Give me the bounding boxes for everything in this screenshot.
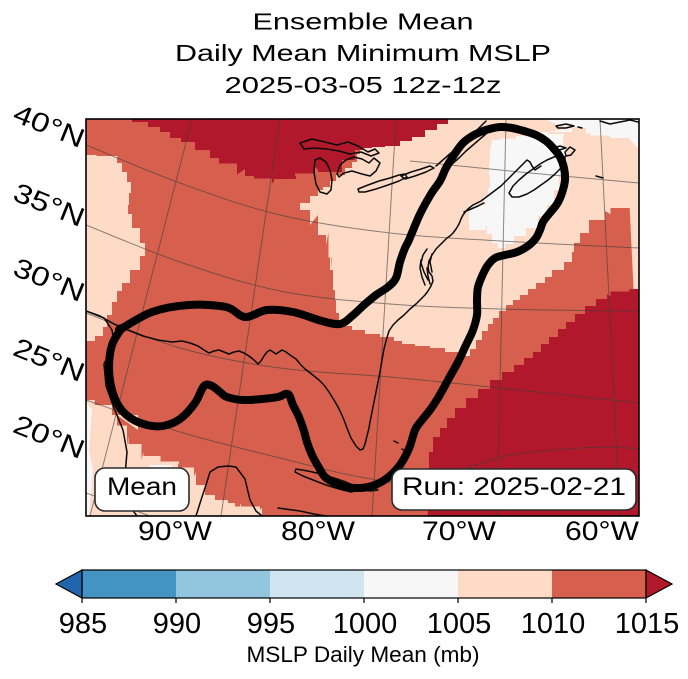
svg-text:1010: 1010: [521, 608, 586, 640]
svg-text:990: 990: [153, 608, 201, 640]
svg-text:995: 995: [247, 608, 295, 640]
svg-text:1005: 1005: [427, 608, 492, 640]
svg-text:1015: 1015: [615, 608, 680, 640]
svg-text:80°W: 80°W: [281, 516, 356, 546]
svg-text:Run: 2025-02-21: Run: 2025-02-21: [402, 473, 626, 501]
svg-text:2025-03-05 12z-12z: 2025-03-05 12z-12z: [225, 72, 502, 98]
svg-text:Ensemble Mean: Ensemble Mean: [253, 9, 474, 35]
svg-text:MSLP Daily Mean (mb): MSLP Daily Mean (mb): [247, 642, 480, 667]
svg-text:Daily Mean Minimum MSLP: Daily Mean Minimum MSLP: [175, 40, 551, 66]
svg-text:1000: 1000: [333, 608, 398, 640]
svg-text:90°W: 90°W: [138, 516, 213, 546]
svg-text:70°W: 70°W: [422, 516, 497, 546]
svg-text:60°W: 60°W: [565, 516, 640, 546]
svg-text:Mean: Mean: [107, 473, 177, 501]
svg-text:985: 985: [59, 608, 107, 640]
